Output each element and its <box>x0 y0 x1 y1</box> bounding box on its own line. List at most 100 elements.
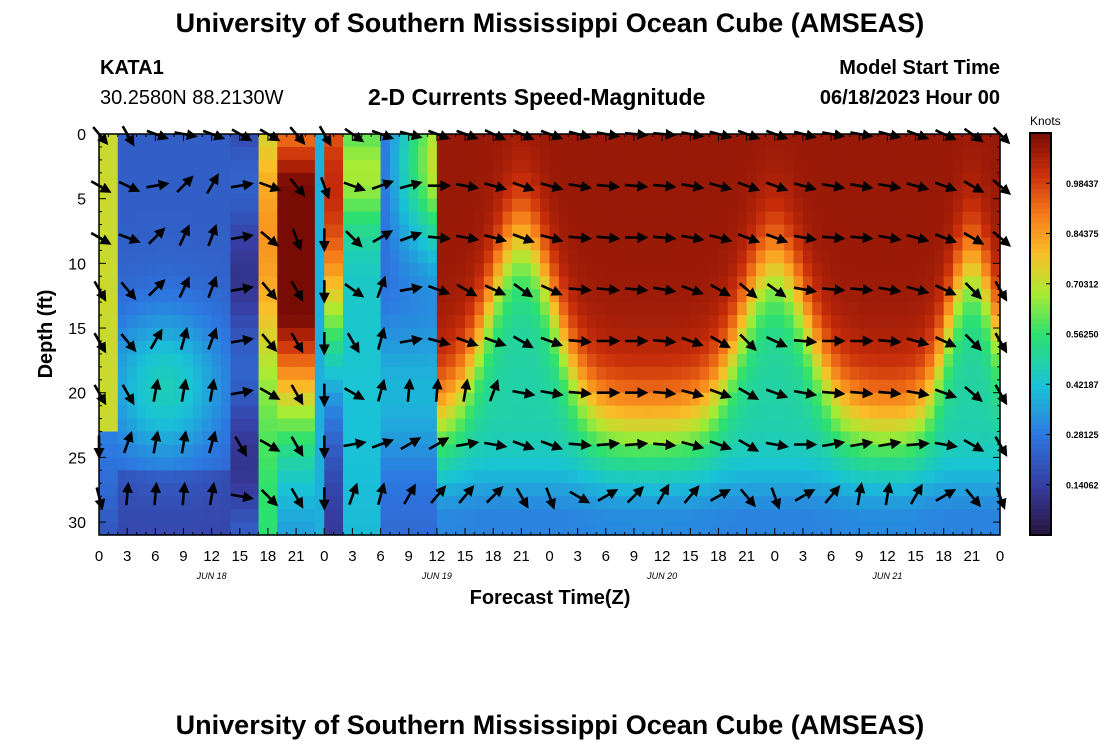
heatmap-cell <box>530 302 541 316</box>
current-vector <box>118 180 141 193</box>
heatmap-cell <box>587 159 598 174</box>
heatmap-cell <box>258 172 269 187</box>
heatmap-cell <box>671 444 682 458</box>
x-tick-label: 0 <box>545 548 553 565</box>
heatmap-cell <box>399 172 410 187</box>
current-vector <box>909 483 923 505</box>
heatmap-cell <box>943 159 954 174</box>
heatmap-cell <box>127 444 138 458</box>
heatmap-cell <box>314 263 325 277</box>
heatmap-cell <box>962 366 973 381</box>
heatmap-cell <box>502 134 513 148</box>
current-vector <box>824 485 841 504</box>
heatmap-cell <box>343 159 354 174</box>
heatmap-cell <box>408 405 419 420</box>
heatmap-cell <box>343 146 354 161</box>
heatmap-cell <box>371 379 382 394</box>
current-vector <box>260 488 279 507</box>
heatmap-cell <box>333 509 344 523</box>
heatmap-cell <box>436 263 447 277</box>
heatmap-cell <box>737 315 748 329</box>
heatmap-cell <box>755 134 766 148</box>
heatmap-cell <box>699 366 710 381</box>
heatmap-cell <box>690 470 701 484</box>
heatmap-cell <box>887 418 898 433</box>
heatmap-cell <box>831 496 842 510</box>
heatmap-cell <box>286 340 297 355</box>
heatmap-cell <box>530 470 541 484</box>
heatmap-cell <box>155 444 166 458</box>
heatmap-cell <box>709 237 720 252</box>
heatmap-cell <box>343 172 354 187</box>
heatmap-cell <box>521 418 532 433</box>
heatmap-cell <box>474 483 485 497</box>
heatmap-cell <box>652 379 663 394</box>
heatmap-cell <box>530 134 541 148</box>
heatmap-cell <box>305 134 316 148</box>
heatmap-cell <box>521 134 532 148</box>
heatmap-cell <box>652 276 663 290</box>
heatmap-cell <box>127 185 138 200</box>
heatmap-cell <box>164 302 175 316</box>
heatmap-cell <box>615 353 626 368</box>
heatmap-cell <box>699 211 710 226</box>
colorbar-swatch <box>1030 268 1051 275</box>
heatmap-cell <box>117 263 128 277</box>
heatmap-cell <box>530 146 541 161</box>
heatmap-cell <box>371 276 382 290</box>
heatmap-cell <box>418 250 429 264</box>
heatmap-cell <box>530 483 541 497</box>
heatmap-cell <box>727 418 738 433</box>
heatmap-cell <box>558 315 569 329</box>
current-vector <box>512 181 535 193</box>
heatmap-cell <box>155 159 166 174</box>
heatmap-cell <box>145 134 156 148</box>
colorbar-swatch <box>1030 183 1051 189</box>
current-vector <box>346 332 360 354</box>
heatmap-cell <box>953 276 964 290</box>
heatmap-cell <box>474 250 485 264</box>
heatmap-cell <box>221 224 231 239</box>
heatmap-cell <box>737 353 748 368</box>
heatmap-cell <box>418 328 429 342</box>
heatmap-cell <box>267 172 278 187</box>
heatmap-cell <box>230 224 241 239</box>
heatmap-cell <box>305 263 316 277</box>
heatmap-cell <box>680 159 691 174</box>
heatmap-cell <box>671 328 682 342</box>
heatmap-cell <box>737 211 748 226</box>
heatmap-cell <box>840 224 851 239</box>
heatmap-cell <box>962 496 973 510</box>
heatmap-cell <box>605 289 616 303</box>
heatmap-cell <box>324 237 335 252</box>
heatmap-cell <box>511 366 522 381</box>
heatmap-cell <box>868 522 879 536</box>
heatmap-cell <box>361 457 372 471</box>
heatmap-cell <box>699 418 710 433</box>
heatmap-cell <box>108 134 119 148</box>
heatmap-cell <box>474 444 485 458</box>
heatmap-cell <box>680 522 691 536</box>
heatmap-cell <box>690 328 701 342</box>
heatmap-cell <box>324 340 335 355</box>
heatmap-cell <box>643 470 654 484</box>
heatmap-cell <box>765 134 776 148</box>
heatmap-cell <box>136 211 147 226</box>
heatmap-cell <box>502 431 513 446</box>
heatmap-cell <box>887 496 898 510</box>
heatmap-cell <box>202 159 213 174</box>
colorbar-swatch <box>1030 208 1051 215</box>
heatmap-cell <box>380 405 391 420</box>
heatmap-cell <box>530 185 541 200</box>
heatmap-cell <box>896 159 907 174</box>
heatmap-cell <box>230 198 241 213</box>
heatmap-cell <box>615 134 626 148</box>
heatmap-cell <box>427 289 438 303</box>
heatmap-cell <box>755 302 766 316</box>
heatmap-cell <box>624 328 635 342</box>
heatmap-cell <box>371 328 382 342</box>
heatmap-cell <box>239 405 250 420</box>
heatmap-cell <box>145 198 156 213</box>
heatmap-cell <box>136 315 147 329</box>
heatmap-cell <box>737 224 748 239</box>
